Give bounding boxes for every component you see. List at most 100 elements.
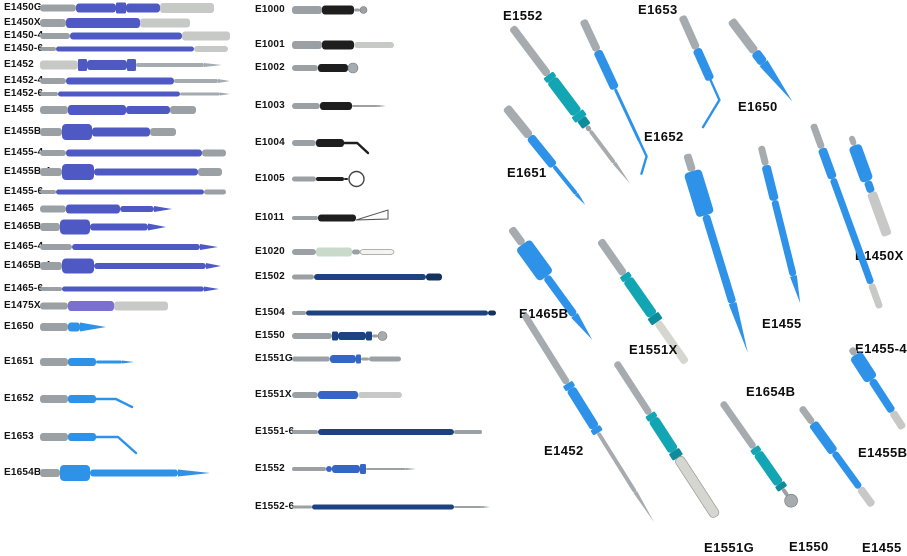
product-code-label: E1455 <box>762 316 802 331</box>
electrode-photo <box>801 120 893 315</box>
electrode-image <box>40 295 170 317</box>
product-code-label: E1002 <box>255 62 285 73</box>
product-code-label: E1455B <box>858 445 907 460</box>
electrode-image <box>40 255 223 277</box>
electrode-image <box>40 462 212 484</box>
product-code-label: E1004 <box>255 137 285 148</box>
electrode-image <box>292 458 418 480</box>
electrode-photo <box>721 12 804 111</box>
product-code-label: E1650 <box>4 321 34 332</box>
product-code-label: E1003 <box>255 100 285 111</box>
electrode-image <box>292 325 389 347</box>
product-code-label: E1475X <box>4 300 41 311</box>
electrode-photo <box>711 395 806 516</box>
electrode-image <box>292 302 498 324</box>
electrode-photo <box>513 307 666 531</box>
product-code-label: E1452-4 <box>4 75 44 86</box>
product-code-label: E1455-4 <box>4 147 44 158</box>
electrode-photo <box>748 143 813 308</box>
electrode-image <box>40 70 232 92</box>
product-code-label: E1450-6 <box>4 43 44 54</box>
product-code-label: E1551X <box>255 389 292 400</box>
product-code-label: E1465-4 <box>4 241 44 252</box>
product-code-label: E1452 <box>4 59 34 70</box>
electrode-image <box>40 0 216 19</box>
electrode-image <box>40 351 136 373</box>
product-code-label: E1455 <box>862 540 902 555</box>
electrode-photo <box>790 399 884 515</box>
electrode-image <box>292 132 370 155</box>
electrode-image <box>40 181 228 203</box>
electrode-image <box>292 421 484 443</box>
product-code-label: E1005 <box>255 173 285 184</box>
electrode-image <box>40 161 224 183</box>
electrode-photo <box>840 341 907 437</box>
product-code-label: E1650 <box>738 99 778 114</box>
product-code-label: E1000 <box>255 4 285 15</box>
product-code-label: E1465 <box>4 203 34 214</box>
product-code-label: E1550 <box>789 539 829 554</box>
product-code-label: E1551X <box>629 342 678 357</box>
product-code-label: E1455B <box>4 126 42 137</box>
electrode-photo <box>675 150 761 358</box>
electrode-image <box>292 384 404 406</box>
product-code-label: E1551G <box>255 353 293 364</box>
electrode-photo <box>496 99 597 215</box>
electrode-photo <box>502 19 642 193</box>
electrode-photo <box>839 132 900 242</box>
electrode-image <box>292 0 369 21</box>
electrode-photo <box>605 355 728 525</box>
product-code-label: E1450X <box>4 17 41 28</box>
product-code-label: E1452 <box>544 443 584 458</box>
electrode-image <box>292 348 403 370</box>
product-code-label: E1450X <box>855 248 904 263</box>
product-code-label: E1653 <box>638 2 678 17</box>
product-code-label: E1652 <box>644 129 684 144</box>
product-code-label: E1552-6 <box>255 501 295 512</box>
electrode-image <box>292 95 388 117</box>
electrode-photo <box>670 11 739 129</box>
product-code-label: E1020 <box>255 246 285 257</box>
product-code-label: E1552 <box>255 463 285 474</box>
electrode-image <box>292 168 367 190</box>
electrode-image <box>40 236 220 258</box>
electrode-image <box>292 57 360 79</box>
product-code-label: E1455B-4 <box>4 166 51 177</box>
product-code-label: E1651 <box>507 165 547 180</box>
electrode-image <box>40 388 134 410</box>
product-code-label: E1654B <box>746 384 796 399</box>
product-code-label: E1001 <box>255 39 285 50</box>
product-code-label: E1465B <box>519 306 569 321</box>
electrode-image <box>40 54 224 76</box>
product-code-label: E1551-6 <box>255 426 295 437</box>
electrode-image <box>40 12 192 34</box>
product-code-label: E1653 <box>4 431 34 442</box>
product-code-label: E1455 <box>4 104 34 115</box>
electrode-image <box>40 99 198 121</box>
product-code-label: E1455-6 <box>4 186 44 197</box>
product-code-label: E1450G <box>4 2 42 13</box>
product-code-label: E1651 <box>4 356 34 367</box>
electrode-photo <box>571 15 665 176</box>
product-code-label: E1504 <box>255 307 285 318</box>
product-code-label: E1455-4 <box>855 341 907 356</box>
electrode-image <box>40 25 232 47</box>
electrode-image <box>40 316 108 338</box>
product-code-label: E1011 <box>255 212 285 223</box>
product-code-label: E1552 <box>503 8 543 23</box>
electrode-image <box>292 266 444 288</box>
electrode-image <box>40 216 168 238</box>
electrode-photo <box>500 220 603 349</box>
electrode-photo <box>589 233 697 372</box>
product-code-label: E1465-6 <box>4 283 44 294</box>
product-code-label: E1450-4 <box>4 30 44 41</box>
product-code-label: E1502 <box>255 271 285 282</box>
product-code-label: E1452-6 <box>4 88 44 99</box>
product-code-label: E1550 <box>255 330 285 341</box>
product-code-label: E1465B-4 <box>4 260 51 271</box>
electrode-image <box>40 83 232 105</box>
product-code-label: E1465B <box>4 221 42 232</box>
electrode-image <box>40 426 138 455</box>
electrode-image <box>292 496 492 518</box>
